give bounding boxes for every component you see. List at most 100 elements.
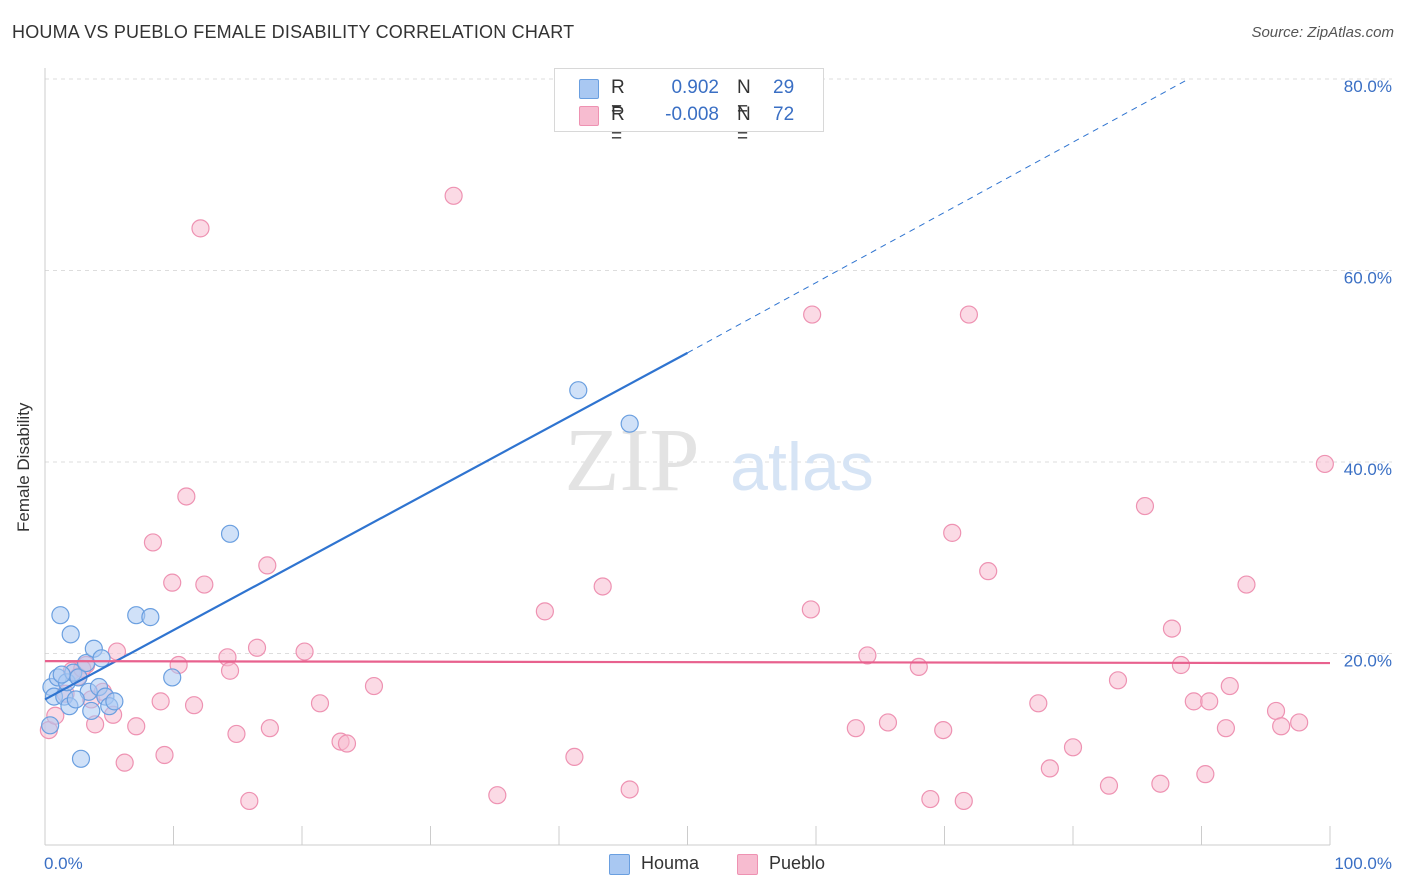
pueblo-point: [1162, 619, 1182, 638]
pueblo-point: [1315, 454, 1334, 474]
pueblo-point: [858, 646, 877, 665]
houma-point: [51, 606, 70, 625]
pueblo-point: [1272, 717, 1291, 736]
houma-swatch: [579, 79, 599, 99]
houma-point: [163, 668, 182, 687]
pueblo-point: [177, 487, 196, 506]
pueblo-point: [1029, 694, 1048, 713]
pueblo-point: [155, 745, 174, 765]
pueblo-point: [846, 719, 865, 738]
pueblo-point: [979, 562, 998, 581]
houma-trend-extension: [687, 78, 1189, 354]
pueblo-point: [878, 713, 898, 732]
houma-point: [569, 381, 588, 400]
pueblo-legend-swatch: [737, 854, 758, 875]
tick-labels: 20.0% 40.0% 60.0% 80.0% 0.0% 100.0%: [44, 77, 1392, 873]
houma-point: [141, 608, 160, 627]
houma-legend-swatch: [609, 854, 630, 875]
stats-box: R = 0.902 N = 29 R = -0.008 N = 72: [554, 68, 824, 147]
pueblo-point: [195, 575, 214, 594]
pueblo-point: [1184, 692, 1203, 711]
houma-point: [620, 414, 639, 433]
pueblo-point: [247, 638, 267, 657]
pueblo-point: [444, 186, 463, 205]
x-tick-label: 100.0%: [1334, 854, 1392, 873]
pueblo-point: [127, 717, 146, 736]
pueblo-point: [1108, 671, 1128, 690]
grid-lines: [45, 78, 1392, 654]
pueblo-point: [954, 791, 973, 811]
legend-label: Pueblo: [769, 853, 826, 873]
y-tick-label: 40.0%: [1344, 460, 1392, 479]
pueblo-trend-line: [44, 660, 1331, 665]
pueblo-point: [240, 791, 259, 811]
trend-lines: [44, 78, 1331, 701]
pueblo-point: [593, 577, 612, 596]
houma-point: [61, 625, 80, 644]
pueblo-point: [1216, 719, 1236, 738]
pueblo-point: [1266, 701, 1286, 721]
pueblo-point: [909, 657, 928, 677]
pueblo-point: [1196, 765, 1215, 784]
houma-point: [71, 749, 91, 768]
pueblo-point: [921, 789, 940, 809]
houma-point: [66, 690, 85, 709]
pueblo-point: [258, 556, 277, 575]
n-label: N =: [737, 77, 751, 120]
houma-points: [41, 381, 639, 768]
houma-trend-line: [44, 351, 689, 701]
pueblo-point: [943, 523, 962, 542]
houma-point: [220, 524, 240, 543]
pueblo-point: [337, 734, 357, 753]
pueblo-point: [163, 573, 182, 592]
y-tick-label: 60.0%: [1344, 269, 1392, 288]
pueblo-point: [220, 661, 240, 680]
r-value: -0.008: [665, 104, 719, 125]
pueblo-point: [801, 600, 820, 619]
y-tick-label: 80.0%: [1344, 77, 1392, 96]
pueblo-point: [959, 305, 979, 324]
pueblo-swatch: [579, 106, 599, 126]
pueblo-point: [535, 602, 554, 621]
pueblo-point: [934, 720, 953, 740]
pueblo-point: [1171, 655, 1191, 675]
houma-point: [82, 701, 101, 721]
pueblo-point: [295, 642, 314, 661]
pueblo-point: [1200, 692, 1219, 711]
pueblo-point: [191, 219, 210, 238]
pueblo-point: [1099, 776, 1119, 795]
pueblo-point: [115, 753, 134, 772]
pueblo-point: [227, 724, 246, 744]
n-value: 72: [773, 104, 795, 125]
n-value: 29: [773, 77, 795, 98]
n-label: N =: [737, 104, 751, 147]
pueblo-point: [565, 747, 584, 767]
pueblo-point: [1040, 759, 1059, 778]
pueblo-point: [151, 692, 170, 711]
pueblo-point: [364, 676, 384, 696]
pueblo-points: [39, 186, 1334, 811]
axes: [44, 68, 1331, 846]
pueblo-point: [1237, 575, 1256, 594]
houma-point: [52, 665, 71, 684]
houma-point: [105, 692, 124, 711]
pueblo-point: [1220, 676, 1239, 696]
legend-label: Houma: [641, 853, 700, 873]
r-label: R =: [611, 77, 625, 120]
houma-point: [41, 716, 60, 735]
pueblo-point: [488, 786, 507, 805]
pueblo-point: [310, 694, 330, 713]
pueblo-point: [1063, 738, 1083, 757]
pueblo-point: [143, 533, 163, 552]
pueblo-point: [1135, 496, 1155, 516]
y-tick-label: 20.0%: [1344, 652, 1392, 671]
pueblo-point: [184, 696, 204, 715]
houma-point: [92, 649, 111, 668]
y-axis-label: Female Disability: [14, 402, 33, 532]
pueblo-point: [620, 780, 639, 799]
watermark-atlas: atlas: [730, 429, 874, 505]
pueblo-point: [260, 719, 279, 738]
chart-title: HOUMA VS PUEBLO FEMALE DISABILITY CORREL…: [12, 22, 575, 42]
pueblo-point: [1151, 774, 1170, 793]
pueblo-point: [1290, 713, 1309, 732]
